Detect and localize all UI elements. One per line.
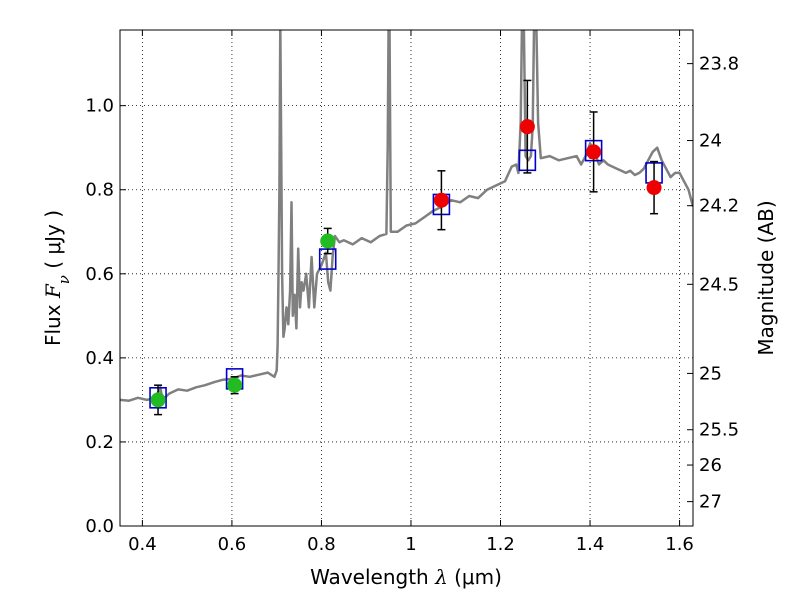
tick-marks <box>120 30 693 527</box>
magnitude-tick-labels: 23.8 24 24.2 24.5 25 25.5 26 27 <box>699 54 739 513</box>
optical-flux-point <box>320 233 336 249</box>
y-tick-label: 0.6 <box>85 264 114 285</box>
nir-flux-point <box>586 144 602 160</box>
spectrum-line <box>120 30 693 402</box>
grid <box>120 30 693 527</box>
plot-frame <box>119 29 694 527</box>
y-axis-label: Flux Fν ( μJy ) <box>41 210 73 346</box>
magnitude-tick-label: 26 <box>699 455 722 476</box>
y-tick-label: 0.8 <box>85 180 114 201</box>
x-tick-label: 1.2 <box>486 534 515 555</box>
magnitude-tick-label: 24 <box>699 131 722 152</box>
x-tick-label: 1.6 <box>665 534 694 555</box>
y-tick-label: 0.4 <box>85 348 114 369</box>
magnitude-tick-label: 27 <box>699 492 722 513</box>
nir-flux-point <box>433 192 449 208</box>
nir-flux-point <box>519 119 535 135</box>
x-tick-label: 0.6 <box>218 534 247 555</box>
magnitude-tick-label: 25 <box>699 363 722 384</box>
y-tick-label: 1.0 <box>85 96 114 117</box>
spectrum-layer <box>120 30 693 402</box>
y-tick-label: 0.0 <box>85 516 114 537</box>
optical-flux-point <box>150 392 166 408</box>
x-tick-label: 1.4 <box>576 534 605 555</box>
nir-flux-point <box>646 180 662 196</box>
y-tick-label: 0.2 <box>85 432 114 453</box>
model-photometry-layer <box>149 139 663 409</box>
magnitude-tick-label: 24.2 <box>699 196 739 217</box>
observed-photometry-layer <box>150 119 662 408</box>
x-tick-label: 1 <box>405 534 416 555</box>
optical-flux-point <box>227 377 243 393</box>
magnitude-tick-label: 25.5 <box>699 420 739 441</box>
y-tick-labels: 0.0 0.2 0.4 0.6 0.8 1.0 <box>85 96 114 537</box>
x-tick-label: 0.4 <box>128 534 157 555</box>
magnitude-tick-label: 24.5 <box>699 274 739 295</box>
magnitude-tick-label: 23.8 <box>699 54 739 75</box>
magnitude-axis-label: Magnitude (AB) <box>754 200 778 355</box>
x-tick-label: 0.8 <box>307 534 336 555</box>
x-axis-label: Wavelength λ (μm) <box>310 565 502 589</box>
x-tick-labels: 0.4 0.6 0.8 1 1.2 1.4 1.6 <box>128 534 694 555</box>
errorbar-layer <box>154 79 659 416</box>
